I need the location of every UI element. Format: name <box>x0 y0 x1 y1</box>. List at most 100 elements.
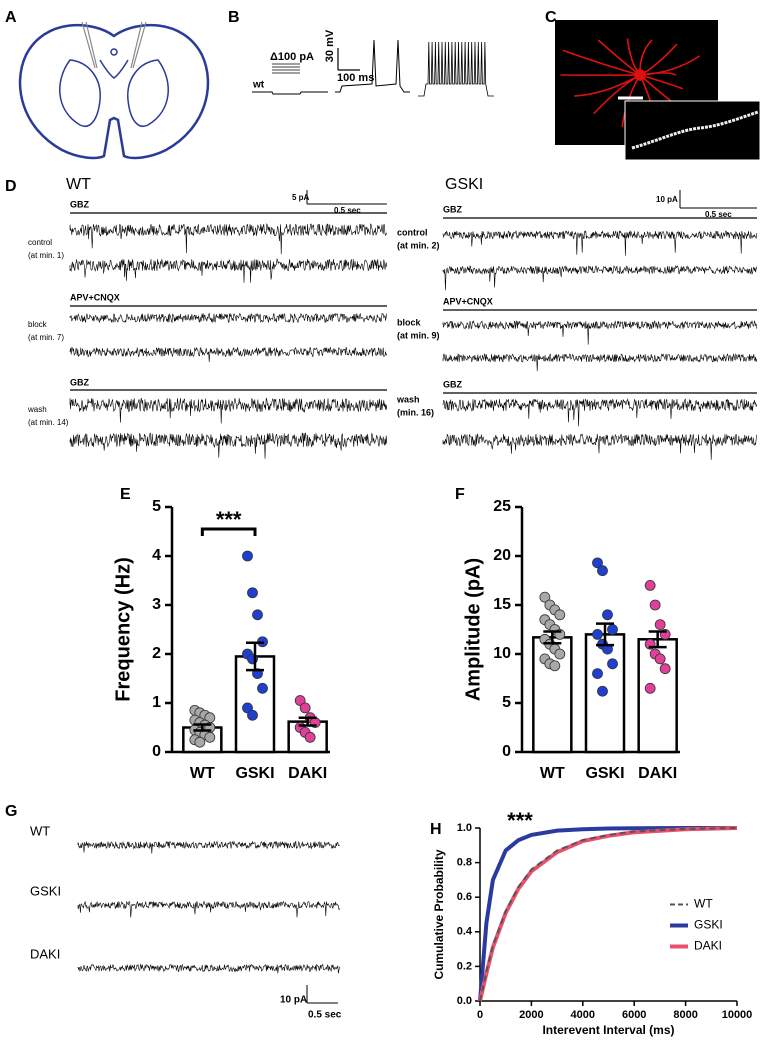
legend-label: GSKI <box>694 918 723 932</box>
label: (min. 16) <box>397 407 434 417</box>
data-point <box>247 587 258 599</box>
label: (at min. 9) <box>397 330 440 340</box>
label: (at min. 7) <box>28 333 64 342</box>
data-point <box>242 550 253 562</box>
label: 5 pA <box>292 193 310 202</box>
label: 10 pA <box>280 995 307 1006</box>
label: 0.5 sec <box>308 1010 342 1021</box>
trace <box>252 91 328 95</box>
y-axis-label: Amplitude (pA) <box>462 558 484 701</box>
x-tick-label: GSKI <box>235 765 274 782</box>
x-tick-label: 10000 <box>722 1009 753 1021</box>
label: H <box>430 821 442 838</box>
trace <box>442 352 758 372</box>
dendrite-branch <box>562 49 641 76</box>
trace <box>69 222 388 255</box>
data-point <box>549 660 561 672</box>
trace <box>69 432 388 459</box>
y-axis-label: Frequency (Hz) <box>112 557 134 701</box>
annotation: *** <box>507 808 533 833</box>
data-point <box>242 702 253 714</box>
trace <box>442 230 758 256</box>
data-point <box>597 685 608 697</box>
trace <box>69 397 388 424</box>
label: (at min. 1) <box>28 251 64 260</box>
error-bar <box>193 723 212 732</box>
label: (at min. 2) <box>397 240 440 250</box>
trace <box>69 312 388 324</box>
trace <box>77 900 340 918</box>
y-tick-label: 25 <box>493 498 511 515</box>
data-point <box>247 709 258 721</box>
label: 100 ms <box>337 72 374 84</box>
legend-label: WT <box>694 897 713 911</box>
x-tick-label: WT <box>540 765 565 782</box>
label: B <box>228 9 240 26</box>
trace <box>335 39 410 93</box>
x-tick-label: DAKI <box>638 765 677 782</box>
label: block <box>28 320 48 329</box>
y-tick-label: 0 <box>502 743 511 760</box>
label: wash <box>396 394 420 404</box>
series-line <box>479 827 738 1002</box>
label: GSKI <box>445 176 483 193</box>
brain-slice <box>18 23 210 160</box>
y-tick-label: 1.0 <box>457 822 472 834</box>
data-point <box>644 682 656 694</box>
label: wt <box>252 80 265 91</box>
label: GBZ <box>443 204 463 214</box>
electrode <box>85 21 98 69</box>
data-point <box>257 682 268 694</box>
y-tick-label: 4 <box>152 547 161 564</box>
data-point <box>304 731 316 743</box>
label: APV+CNQX <box>443 296 493 306</box>
y-axis-label: Cumulative Probability <box>432 849 446 979</box>
y-tick-label: 10 <box>493 645 511 662</box>
data-point <box>602 609 613 621</box>
data-point <box>554 648 566 660</box>
x-tick-label: 6000 <box>622 1009 646 1021</box>
data-point <box>607 658 618 670</box>
label: GBZ <box>443 379 463 389</box>
y-tick-label: 0.4 <box>457 926 473 938</box>
x-tick-label: GSKI <box>585 765 624 782</box>
x-tick-label: DAKI <box>288 765 327 782</box>
data-point <box>654 619 666 630</box>
error-bar <box>543 630 562 645</box>
y-tick-label: 5 <box>502 694 511 711</box>
label: 30 mV <box>324 29 336 62</box>
electrode <box>132 21 147 69</box>
trace <box>442 398 758 427</box>
error-bar <box>596 622 614 647</box>
x-tick-label: 4000 <box>571 1009 595 1021</box>
y-tick-label: 2 <box>152 645 161 662</box>
data-point <box>659 663 671 675</box>
label: APV+CNQX <box>70 292 120 302</box>
label: block <box>397 317 422 327</box>
series-line <box>478 826 737 1002</box>
y-tick-label: 0.0 <box>457 995 472 1007</box>
ventricle <box>110 48 118 56</box>
label: Δ100 pA <box>270 51 314 63</box>
trace <box>77 840 340 854</box>
label: GSKI <box>30 883 61 898</box>
midline <box>99 59 129 79</box>
data-point <box>294 695 306 706</box>
data-point <box>649 599 661 611</box>
label: A <box>5 9 17 26</box>
y-tick-label: 0.6 <box>457 891 472 903</box>
data-point <box>194 736 206 748</box>
trace <box>418 41 494 97</box>
dendrite-inset <box>624 100 760 161</box>
electrode <box>130 21 143 69</box>
outline <box>18 23 210 160</box>
label: WT <box>30 823 50 838</box>
data-point <box>204 731 216 743</box>
data-point <box>654 653 666 665</box>
error-bar <box>648 630 667 649</box>
trace <box>69 258 388 283</box>
trace <box>442 433 758 460</box>
y-tick-label: 0 <box>152 743 161 760</box>
label: F <box>455 486 465 503</box>
